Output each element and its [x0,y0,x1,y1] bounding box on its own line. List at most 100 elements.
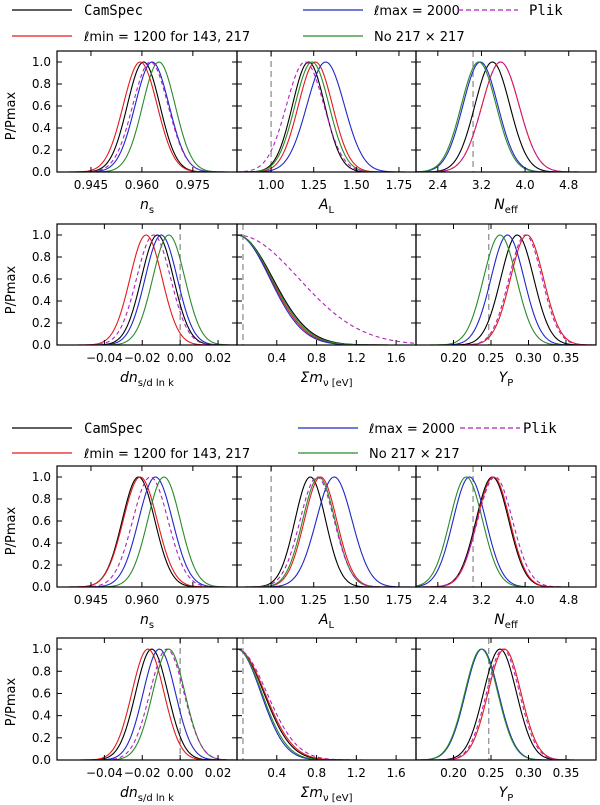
curve-camspec [416,476,596,588]
curve-lmax [57,61,237,173]
curve-lmin [237,61,416,173]
curve-no217 [415,61,596,173]
curve-lmin [236,648,416,761]
panel-frame [415,637,597,761]
x-tick-label: 0.02 [205,766,232,780]
legend-lower: CamSpec ℓmin = 1200 for 143, 217 ℓmax = … [12,421,557,462]
panel-6: 0.20 0.25 0.30 0.35 YP [415,223,597,389]
curve-lmax [57,476,237,588]
x-tick-label: 0.00 [167,766,194,780]
panel-frame [415,465,597,588]
curve-camspec [57,648,237,761]
curve-plik [236,648,416,761]
curve-lmax [57,234,237,346]
panel-frame [56,223,238,346]
curve-plik [236,61,416,173]
legend-label-no217: No 217 × 217 [374,30,465,45]
curve-lmin [57,476,237,588]
y-tick-label: 0.8 [32,77,51,91]
legend-label-plik: Plik [523,421,557,437]
x-tick-label: 0.35 [553,766,580,780]
x-axis-label: Σmν [eV] [300,785,352,804]
curve-plik [237,476,416,588]
panel-7: 0.945 0.960 0.975 0.0 0.2 0.4 0.6 0.8 1.0 ns [32,465,238,631]
x-tick-label: 2.4 [428,178,447,192]
curve-no217 [57,61,237,173]
curve-lmax [236,234,416,346]
panel-frame [415,50,597,173]
y-tick-label: 0.0 [32,580,51,594]
x-tick-label: 3.2 [472,178,491,192]
curve-lmax [236,648,416,761]
x-tick-label: 4.8 [559,593,578,607]
panel-1: 0.945 0.960 0.975 0.0 0.2 0.4 0.6 0.8 1.0 ns [32,50,238,216]
x-tick-label: 4.0 [516,593,535,607]
y-tick-label: 0.2 [32,316,51,330]
x-tick-label: −0.02 [124,351,161,365]
curve-lmax [415,61,596,173]
x-tick-label: 0.975 [176,593,210,607]
x-tick-label: 1.2 [347,766,366,780]
x-tick-label: 0.25 [478,351,505,365]
curve-plik [416,476,596,588]
x-tick-label: 0.30 [515,766,542,780]
y-tick-label: 0.2 [32,558,51,572]
curve-no217 [237,476,416,588]
panel-10: −0.04 −0.02 0.00 0.02 0.0 0.2 0.4 0.6 0.8 1.0 dns/… [32,637,238,804]
curve-lmin [237,476,416,588]
curve-no217 [415,648,596,761]
x-tick-label: 1.6 [387,766,406,780]
curve-camspec [57,234,237,346]
y-tick-label: 1.0 [32,642,51,656]
x-tick-label: 1.25 [300,593,327,607]
curve-camspec [416,648,596,761]
x-tick-label: 1.50 [343,178,370,192]
curve-no217 [416,234,596,346]
x-axis-label: ns [140,612,154,631]
x-axis-label: ns [140,197,154,216]
y-tick-label: 0.8 [32,492,51,506]
panel-11: 0.4 0.8 1.2 1.6 Σmν [eV] [236,637,417,804]
x-tick-label: 1.00 [258,178,285,192]
curve-plik [416,61,596,173]
x-axis-label: dns/d ln k [120,785,174,804]
x-axis-label: AL [318,197,335,216]
x-tick-label: 4.8 [559,178,578,192]
x-tick-label: 1.50 [343,593,370,607]
x-axis-label: Neff [494,612,519,631]
curve-camspec [237,61,416,173]
panel-frame [236,223,417,346]
x-axis-label: YP [499,785,514,804]
curve-lmin [416,648,596,761]
panel-2: 1.00 1.25 1.50 1.75 AL [236,50,417,216]
y-tick-label: 0.6 [32,514,51,528]
curve-no217 [57,476,238,588]
x-axis-label: dns/d ln k [120,370,174,389]
legend-label-lmin: ℓmin = 1200 for 143, 217 [83,30,250,45]
curve-camspec [236,648,416,761]
x-tick-label: 4.0 [516,178,535,192]
curve-plik [236,234,417,344]
curve-camspec [57,476,237,588]
x-tick-label: 0.8 [307,351,326,365]
curve-plik [416,648,596,761]
curve-lmax [415,648,596,761]
x-tick-label: 3.2 [472,593,491,607]
panel-frame [56,637,238,761]
curve-camspec [416,61,596,173]
x-tick-label: 1.00 [258,593,285,607]
curve-lmax [415,476,596,588]
curve-plik [57,61,237,173]
curve-lmax [416,234,596,346]
curve-lmax [237,476,416,588]
curve-lmin [57,234,237,346]
curve-lmax [57,648,237,761]
y-tick-label: 0.0 [32,753,51,767]
curve-lmin [416,476,596,588]
y-tick-label: 0.6 [32,272,51,286]
x-tick-label: −0.04 [86,351,123,365]
x-tick-label: 1.75 [386,593,413,607]
x-tick-label: 0.4 [267,351,286,365]
curve-lmin [236,234,416,346]
